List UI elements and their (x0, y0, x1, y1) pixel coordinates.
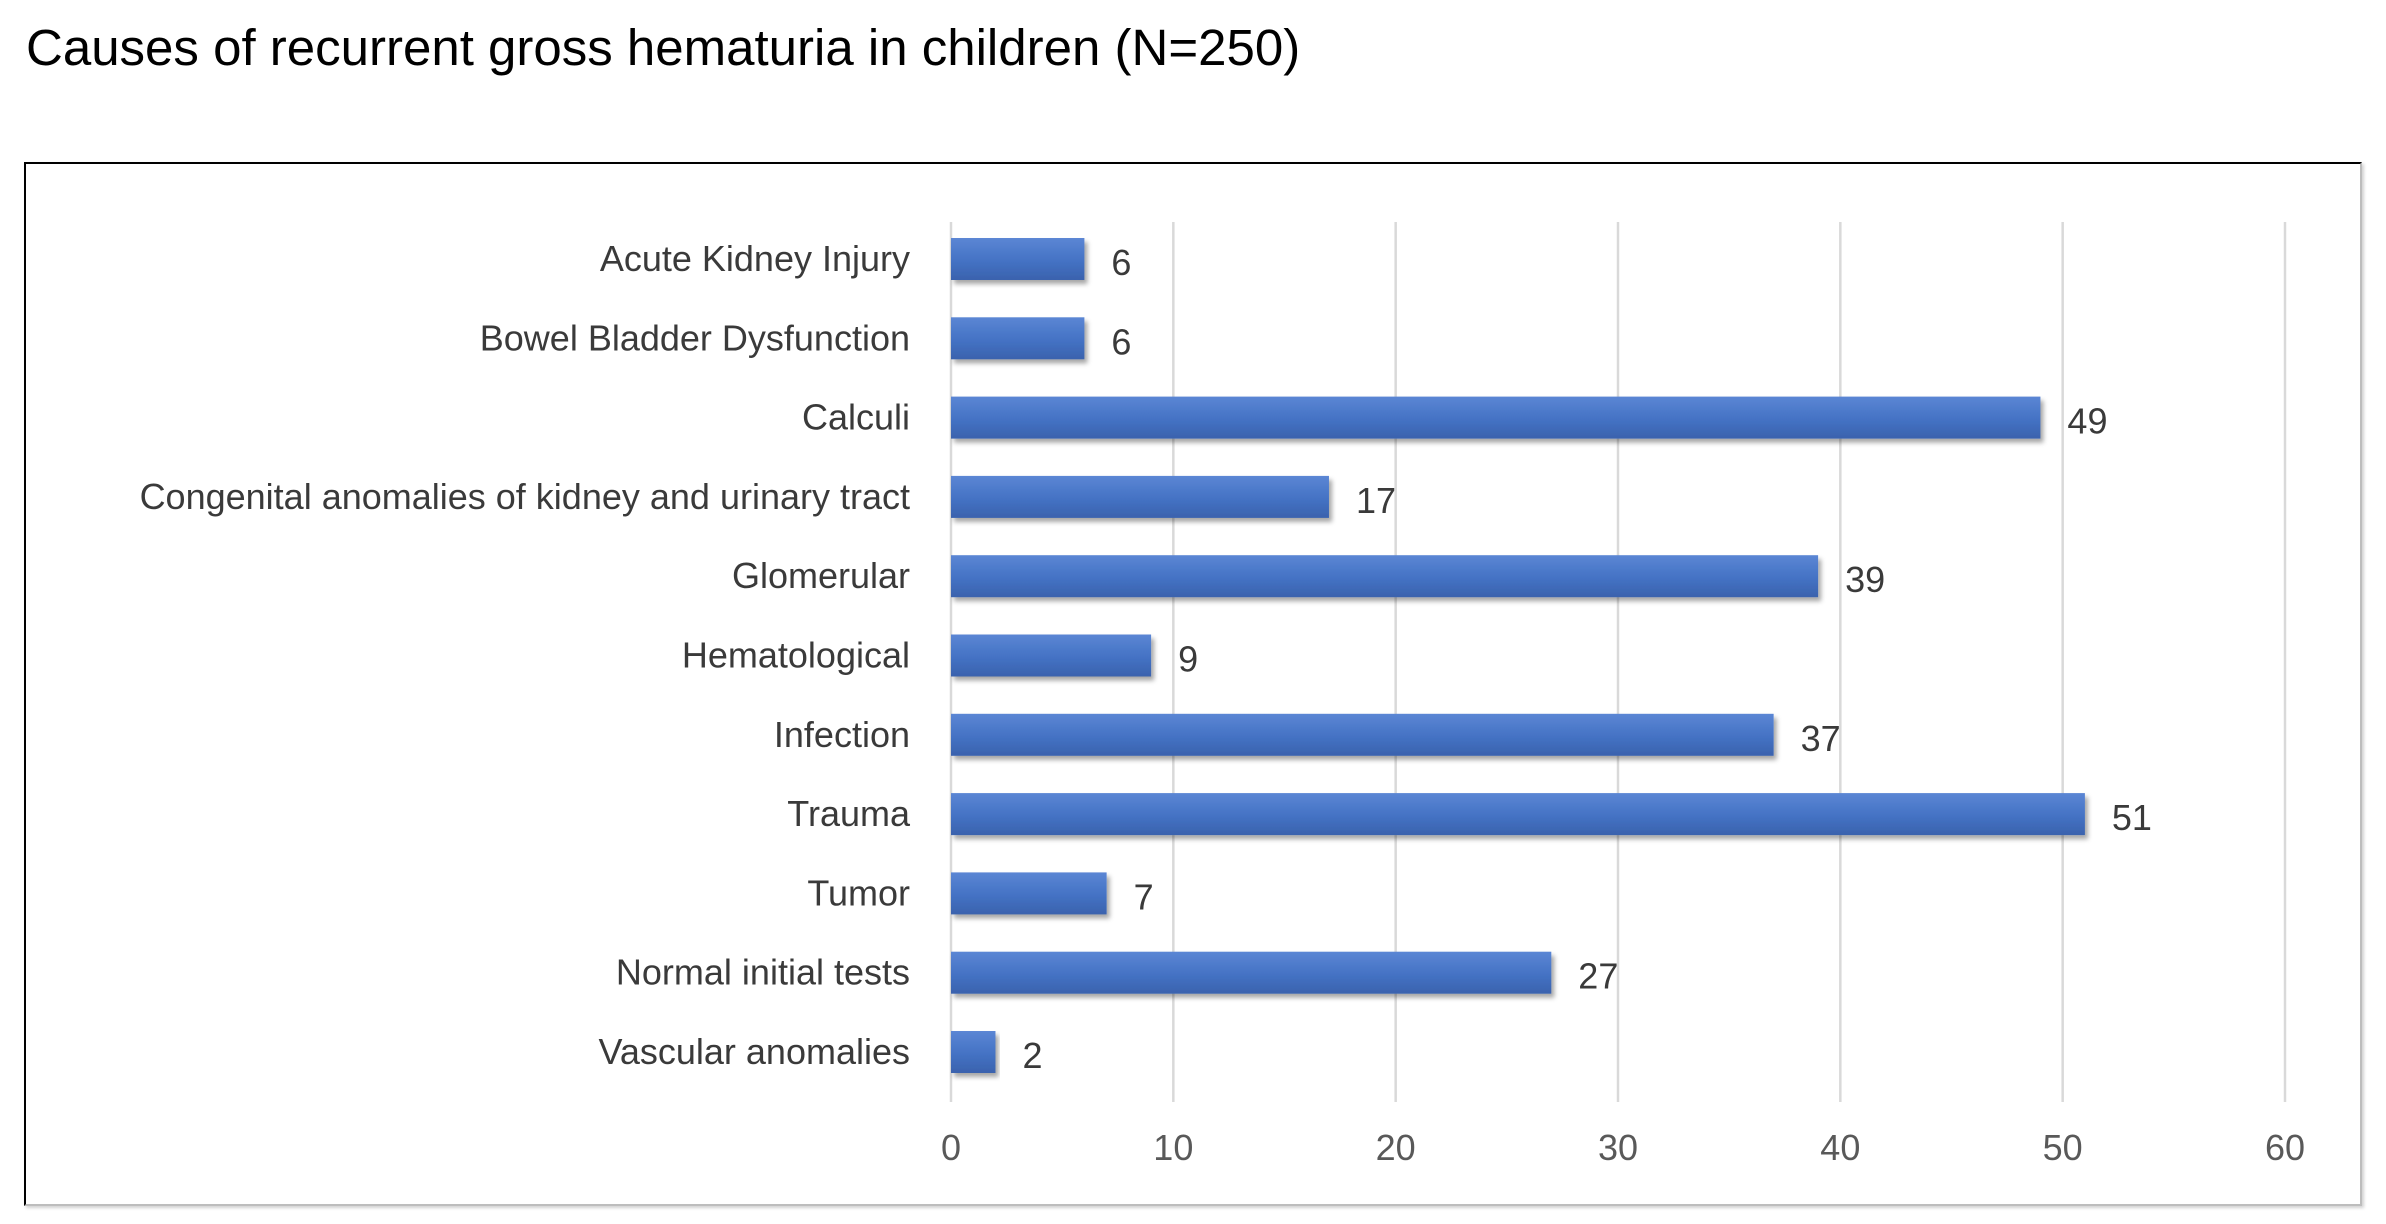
bar (951, 872, 1107, 915)
category-label: Vascular anomalies (599, 1031, 910, 1072)
x-axis-tick-labels: 0 10 20 30 40 50 60 (941, 1127, 2305, 1168)
bar (951, 396, 2041, 439)
data-label: 17 (1356, 480, 1396, 521)
data-label: 9 (1178, 639, 1198, 680)
data-label: 49 (2067, 401, 2107, 442)
x-tick-label: 40 (1820, 1127, 1860, 1168)
x-tick-label: 10 (1153, 1127, 1193, 1168)
data-label: 37 (1801, 718, 1841, 759)
data-label: 6 (1111, 242, 1131, 283)
bar (951, 317, 1085, 360)
bar (951, 713, 1774, 756)
data-label: 6 (1111, 321, 1131, 362)
x-tick-label: 60 (2265, 1127, 2305, 1168)
x-tick-label: 50 (2043, 1127, 2083, 1168)
chart-title: Causes of recurrent gross hematuria in c… (26, 19, 1301, 76)
category-label: Acute Kidney Injury (600, 238, 910, 279)
category-label: Trauma (787, 793, 911, 834)
bar (951, 634, 1152, 677)
data-label: 51 (2112, 797, 2152, 838)
bar (951, 951, 1552, 994)
category-label: Glomerular (732, 555, 910, 596)
x-tick-label: 0 (941, 1127, 961, 1168)
data-label: 39 (1845, 559, 1885, 600)
data-label: 7 (1134, 876, 1154, 917)
category-label: Tumor (807, 872, 910, 913)
category-label: Normal initial tests (616, 952, 910, 993)
value-labels: 6 6 49 17 39 9 37 51 7 27 2 (1022, 242, 2151, 1076)
category-label: Infection (774, 714, 910, 755)
bar (951, 555, 1819, 598)
data-label: 27 (1578, 956, 1618, 997)
category-label: Calculi (802, 397, 910, 438)
chart-frame (24, 162, 2362, 1206)
bar (951, 238, 1085, 280)
category-labels: Acute Kidney Injury Bowel Bladder Dysfunc… (140, 238, 911, 1072)
category-label: Congenital anomalies of kidney and urina… (140, 476, 910, 517)
data-label: 2 (1022, 1035, 1042, 1076)
bar (951, 793, 2085, 836)
x-tick-label: 30 (1598, 1127, 1638, 1168)
bar (951, 1031, 996, 1073)
category-label: Bowel Bladder Dysfunction (480, 317, 910, 358)
bar (951, 475, 1329, 518)
category-label: Hematological (682, 635, 910, 676)
bars (951, 238, 2085, 1073)
x-tick-label: 20 (1376, 1127, 1416, 1168)
